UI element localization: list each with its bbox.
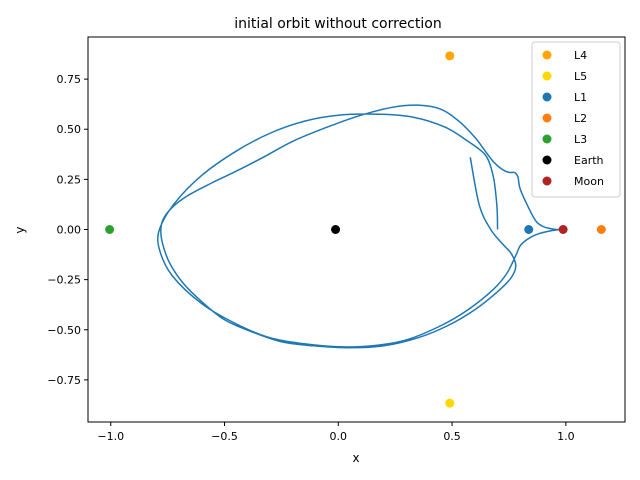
legend-label-l2: L2 [574,112,587,125]
y-axis-ticks: −0.75 −0.50 −0.25 0.00 0.25 0.50 0.75 [47,73,88,387]
chart-title: initial orbit without correction [234,16,441,32]
legend-marker-l5 [542,71,552,81]
legend-label-l3: L3 [574,133,587,146]
point-l2 [596,225,606,234]
point-l5 [445,398,455,408]
x-axis-label: x [352,451,359,465]
legend-label-l4: L4 [574,49,587,62]
y-tick-label: −0.25 [47,274,81,287]
x-axis-ticks: −1.0 −0.5 0.0 0.5 1.0 [97,422,575,443]
lagrange-points [105,51,606,408]
x-tick-label: −0.5 [211,430,238,443]
legend-marker-moon [542,176,552,186]
point-l3 [105,225,115,234]
x-tick-label: 1.0 [557,430,575,443]
y-tick-label: −0.75 [47,374,81,387]
point-earth [331,225,341,234]
x-tick-label: −1.0 [97,430,124,443]
y-tick-label: 0.00 [57,224,82,237]
legend-label-l5: L5 [574,70,587,83]
legend-label-l1: L1 [574,91,587,104]
y-tick-label: 0.50 [57,123,82,136]
legend-marker-l1 [542,92,552,102]
y-tick-label: 0.25 [57,173,82,186]
y-tick-label: 0.75 [57,73,82,86]
legend-marker-l3 [542,134,552,144]
legend-marker-l2 [542,113,552,123]
point-moon [558,225,568,234]
legend-marker-l4 [542,50,552,60]
plot-area: −1.0 −0.5 0.0 0.5 1.0 −0.75 −0.50 −0.25 0.00 0.2… [47,36,626,443]
orbit-series [156,104,565,349]
point-l4 [445,51,455,61]
y-tick-label: −0.50 [47,324,81,337]
x-tick-label: 0.0 [330,430,348,443]
orbit-line [156,104,565,349]
legend-label-earth: Earth [574,154,604,167]
point-l1 [524,225,534,234]
legend-marker-earth [542,155,552,165]
legend-label-moon: Moon [574,175,604,188]
legend-frame [531,41,621,198]
legend: L4 L5 L1 L2 L3 Earth Moon [531,41,621,198]
y-axis-label: y [13,226,27,233]
x-tick-label: 0.5 [443,430,461,443]
